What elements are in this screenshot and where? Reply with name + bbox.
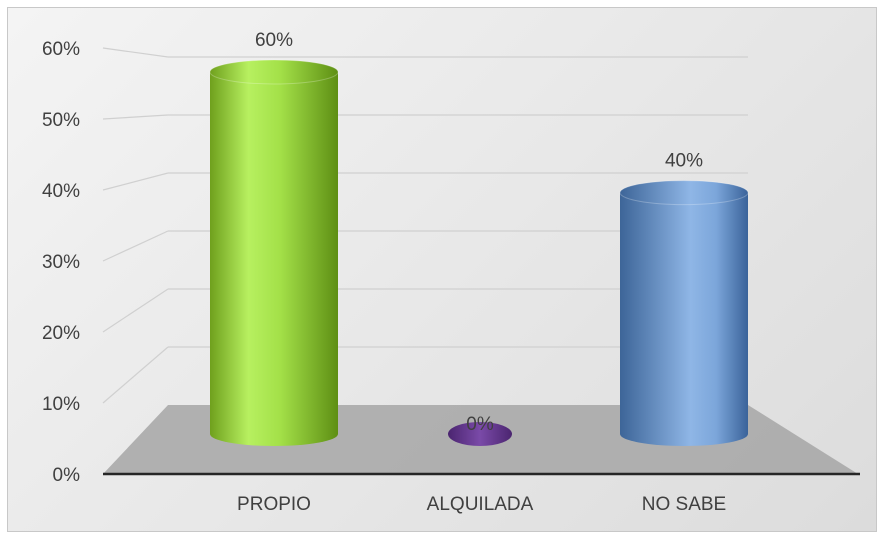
gridline-side <box>102 114 169 120</box>
bar-body <box>620 192 748 446</box>
bar-no-sabe <box>619 180 749 446</box>
bar-chart: 0% 10% 20% 30% 40% 50% 60% 60% 0% 40% PROPIO ALQU… <box>42 30 860 515</box>
bar-body <box>210 72 338 446</box>
data-label: 60% <box>255 30 293 51</box>
y-tick-label: 20% <box>42 323 80 344</box>
y-tick-label: 60% <box>42 39 80 60</box>
y-tick-label: 10% <box>42 394 80 415</box>
y-tick-label: 50% <box>42 110 80 131</box>
gridline-side <box>102 230 169 262</box>
data-label: 0% <box>466 414 494 435</box>
x-category-label: ALQUILADA <box>427 494 534 515</box>
gridline-side <box>102 346 169 404</box>
bar-base <box>448 422 512 446</box>
bar-alquilada <box>448 422 512 446</box>
gridline-side <box>102 288 169 333</box>
bar-top <box>209 59 339 85</box>
x-category-label: PROPIO <box>237 494 311 515</box>
data-label: 40% <box>665 151 703 172</box>
gridline-side <box>102 172 169 191</box>
bar-top <box>619 180 749 206</box>
chart-area: 0% 10% 20% 30% 40% 50% 60% 60% 0% 40% PROPIO ALQU… <box>7 7 877 532</box>
y-tick-label: 0% <box>53 465 81 486</box>
x-category-label: NO SABE <box>642 494 726 515</box>
y-tick-label: 30% <box>42 252 80 273</box>
y-tick-label: 40% <box>42 181 80 202</box>
gridline-side <box>102 47 169 58</box>
bar-propio <box>209 59 339 446</box>
